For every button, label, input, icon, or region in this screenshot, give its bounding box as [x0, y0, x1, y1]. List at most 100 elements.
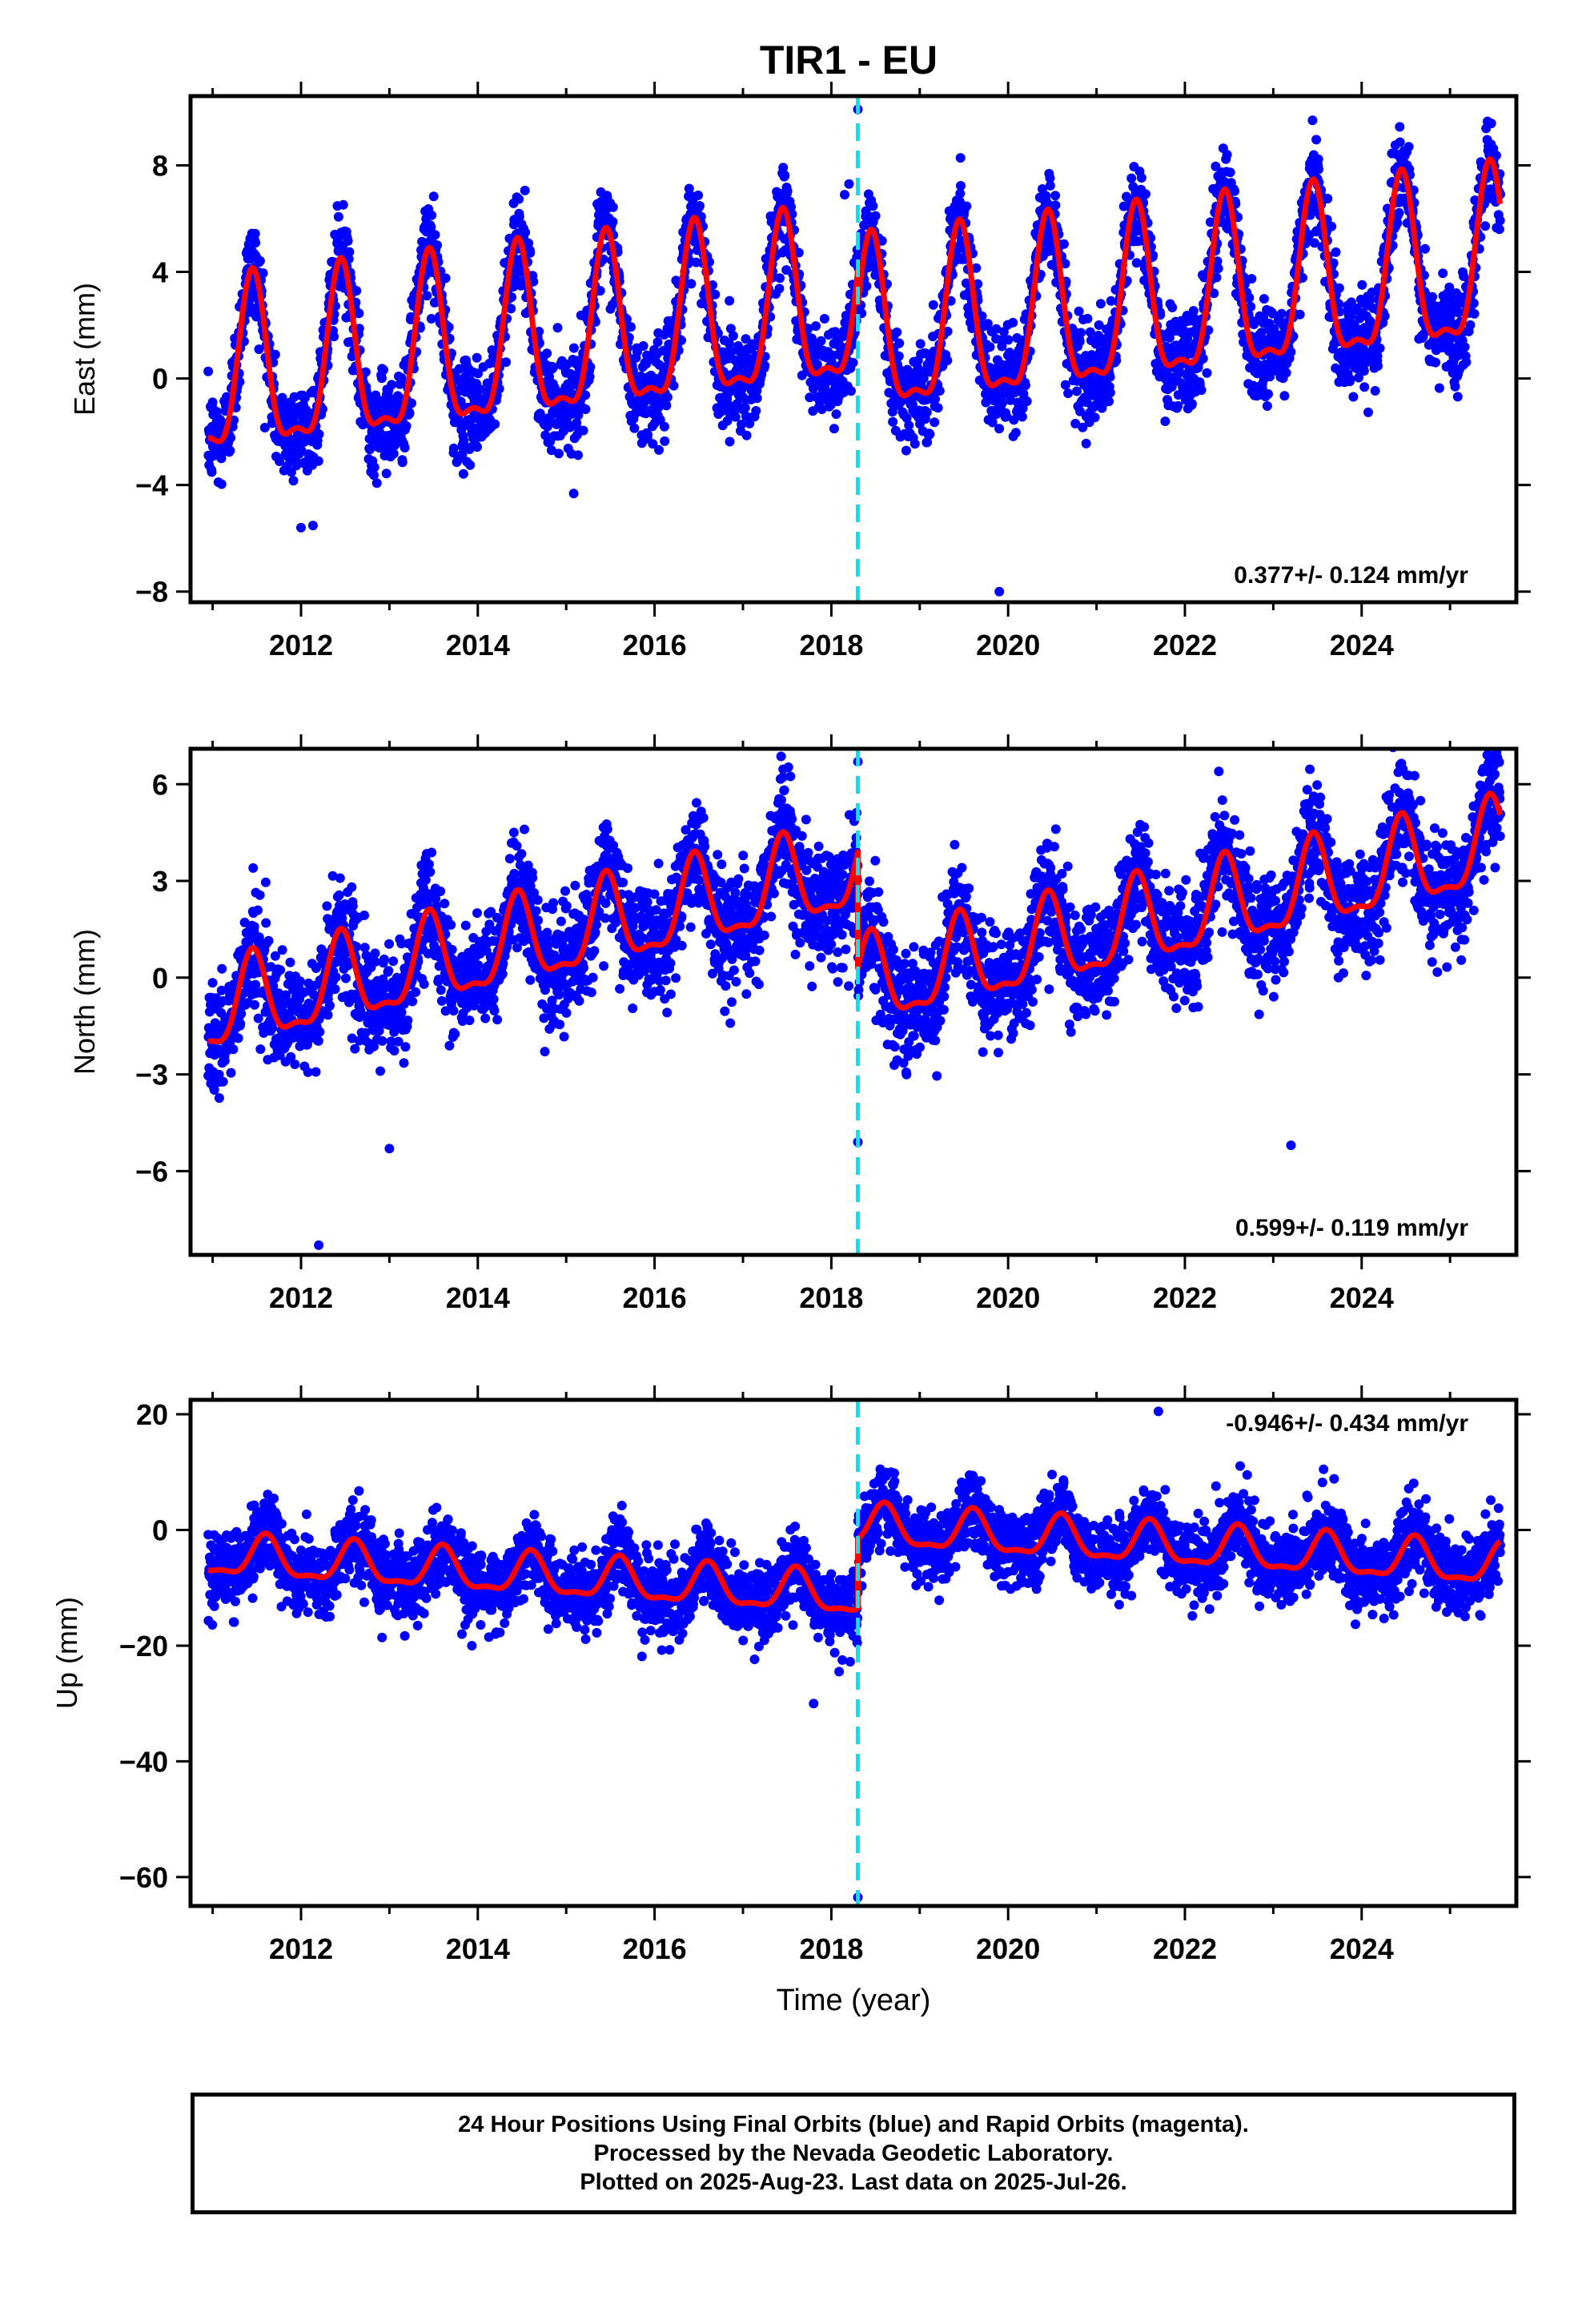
data-point — [816, 336, 826, 346]
data-point — [514, 194, 524, 204]
data-point — [520, 185, 530, 195]
data-point — [525, 247, 536, 258]
data-point — [295, 976, 305, 987]
data-point — [1095, 299, 1106, 309]
data-point — [333, 211, 343, 222]
data-point — [1045, 180, 1055, 191]
data-point — [1363, 407, 1373, 417]
data-point — [1074, 336, 1085, 347]
data-point — [207, 467, 217, 477]
data-point — [730, 412, 741, 422]
data-point — [608, 202, 618, 212]
data-point — [1460, 342, 1470, 352]
data-point — [275, 965, 286, 975]
data-point — [251, 238, 261, 248]
x-tick-label: 2014 — [446, 629, 510, 661]
data-point — [325, 1000, 335, 1011]
data-point — [1222, 150, 1232, 160]
data-point — [643, 429, 653, 440]
data-point — [1009, 415, 1019, 425]
data-point — [780, 171, 790, 180]
data-point — [725, 436, 735, 447]
data-point — [214, 1093, 224, 1104]
data-point — [343, 235, 353, 246]
data-point — [315, 1027, 325, 1037]
data-point — [659, 421, 669, 432]
data-point — [1281, 368, 1291, 378]
y-tick-label: 0 — [152, 363, 168, 396]
data-point — [751, 406, 761, 416]
data-point — [263, 935, 274, 946]
data-point — [962, 201, 972, 211]
data-point — [1469, 308, 1480, 319]
data-point — [544, 372, 554, 382]
data-point — [472, 352, 482, 363]
data-point — [994, 424, 1005, 434]
data-point — [548, 362, 559, 372]
data-point — [235, 1019, 246, 1029]
data-point — [387, 380, 397, 390]
data-point — [1438, 268, 1448, 279]
data-point — [546, 445, 556, 456]
data-point — [846, 386, 856, 396]
data-point — [457, 449, 468, 460]
data-point — [473, 368, 484, 379]
data-point — [892, 327, 902, 337]
data-point — [1494, 224, 1504, 235]
data-point — [578, 425, 588, 436]
data-point — [254, 344, 264, 355]
data-point — [331, 972, 341, 983]
data-point — [819, 314, 829, 324]
data-point — [507, 292, 516, 302]
data-point — [347, 901, 358, 911]
data-point — [933, 403, 943, 413]
data-point — [278, 395, 287, 405]
data-point — [580, 404, 591, 414]
data-point — [330, 984, 340, 995]
data-point — [1373, 361, 1383, 371]
data-point — [236, 1008, 247, 1019]
data-point — [1202, 368, 1212, 378]
data-point — [654, 444, 664, 455]
data-point — [458, 468, 468, 479]
data-point — [448, 443, 459, 453]
data-point — [554, 448, 564, 459]
data-point — [1311, 135, 1322, 145]
data-point — [956, 181, 966, 191]
data-point — [695, 201, 705, 211]
data-point — [228, 1044, 239, 1055]
data-point — [207, 397, 218, 408]
data-point — [1394, 207, 1404, 218]
data-point — [253, 905, 263, 915]
data-point — [1375, 343, 1385, 353]
data-point — [1313, 154, 1323, 164]
data-point — [1327, 221, 1337, 231]
x-tick-label: 2020 — [976, 629, 1040, 661]
data-point — [831, 409, 841, 420]
x-tick-label: 2016 — [623, 629, 687, 661]
data-point — [568, 489, 579, 499]
data-point — [401, 421, 412, 431]
data-point — [344, 247, 355, 257]
data-point — [1003, 335, 1014, 345]
data-point — [371, 390, 381, 400]
data-point — [226, 1068, 236, 1078]
data-point — [1452, 392, 1463, 402]
data-point — [360, 367, 371, 377]
data-point — [233, 1033, 243, 1043]
data-point — [925, 429, 935, 440]
data-point — [1263, 389, 1273, 399]
data-point — [811, 321, 821, 332]
data-point — [456, 396, 466, 407]
data-point — [347, 882, 357, 892]
data-point — [311, 1067, 321, 1077]
outlier-point — [994, 586, 1005, 597]
data-point — [915, 339, 926, 349]
data-point — [1186, 399, 1197, 409]
data-point — [427, 210, 437, 220]
data-point — [397, 457, 408, 468]
data-point — [1431, 357, 1441, 368]
data-point — [1420, 243, 1430, 254]
data-point — [1295, 309, 1305, 320]
x-tick-label: 2022 — [1153, 629, 1217, 661]
